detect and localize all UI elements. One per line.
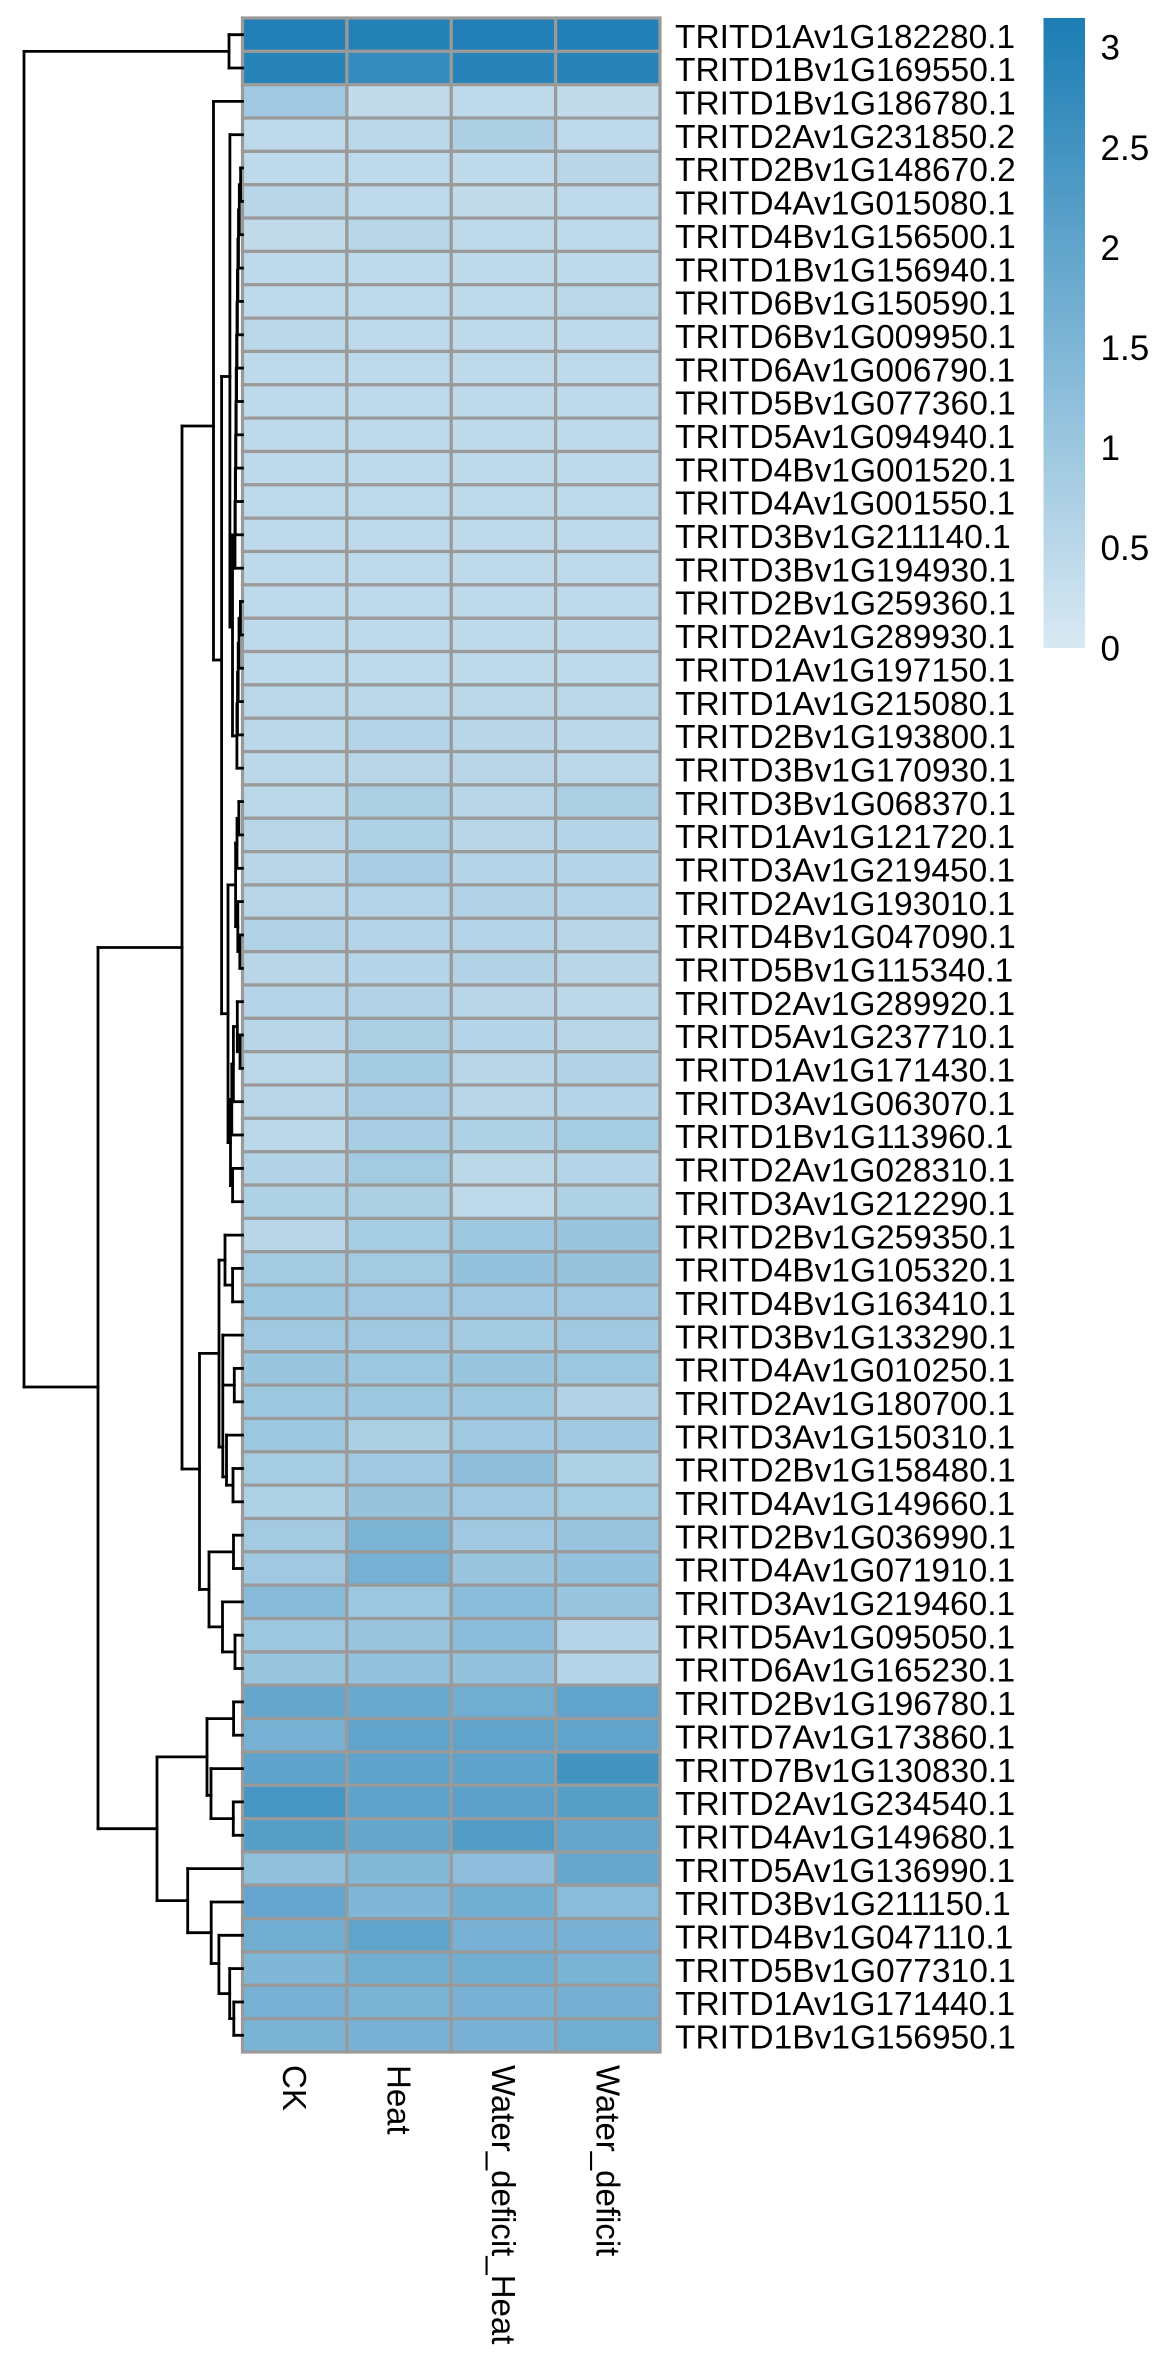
svg-text:TRITD4Bv1G105320.1: TRITD4Bv1G105320.1 (675, 1253, 1016, 1290)
svg-text:TRITD1Bv1G156950.1: TRITD1Bv1G156950.1 (675, 2020, 1016, 2057)
svg-text:TRITD5Bv1G077310.1: TRITD5Bv1G077310.1 (675, 1953, 1016, 1990)
svg-text:TRITD5Bv1G077360.1: TRITD5Bv1G077360.1 (675, 386, 1016, 423)
svg-text:TRITD2Av1G180700.1: TRITD2Av1G180700.1 (675, 1386, 1015, 1423)
svg-text:TRITD2Bv1G158480.1: TRITD2Bv1G158480.1 (675, 1453, 1016, 1490)
svg-text:2: 2 (1101, 229, 1120, 268)
svg-text:TRITD1Av1G121720.1: TRITD1Av1G121720.1 (675, 819, 1015, 856)
svg-text:TRITD2Av1G231850.2: TRITD2Av1G231850.2 (675, 119, 1015, 156)
svg-text:TRITD6Av1G006790.1: TRITD6Av1G006790.1 (675, 352, 1015, 389)
svg-text:TRITD3Bv1G211140.1: TRITD3Bv1G211140.1 (675, 519, 1011, 556)
svg-text:TRITD3Av1G063070.1: TRITD3Av1G063070.1 (675, 1086, 1015, 1123)
svg-text:TRITD1Bv1G169550.1: TRITD1Bv1G169550.1 (675, 52, 1016, 89)
svg-text:TRITD5Av1G095050.1: TRITD5Av1G095050.1 (675, 1619, 1015, 1656)
svg-text:TRITD2Bv1G259350.1: TRITD2Bv1G259350.1 (675, 1219, 1016, 1256)
svg-text:TRITD1Av1G215080.1: TRITD1Av1G215080.1 (675, 686, 1015, 723)
svg-text:TRITD7Av1G173860.1: TRITD7Av1G173860.1 (675, 1719, 1015, 1756)
svg-text:TRITD4Av1G071910.1: TRITD4Av1G071910.1 (675, 1553, 1015, 1590)
svg-text:2.5: 2.5 (1101, 129, 1150, 168)
svg-text:TRITD2Av1G289930.1: TRITD2Av1G289930.1 (675, 619, 1015, 656)
svg-text:TRITD4Av1G149660.1: TRITD4Av1G149660.1 (675, 1486, 1015, 1523)
svg-text:TRITD1Bv1G113960.1: TRITD1Bv1G113960.1 (675, 1119, 1013, 1156)
svg-text:TRITD3Av1G219450.1: TRITD3Av1G219450.1 (675, 853, 1015, 890)
svg-text:TRITD1Av1G197150.1: TRITD1Av1G197150.1 (675, 652, 1015, 689)
svg-text:TRITD4Av1G149680.1: TRITD4Av1G149680.1 (675, 1820, 1015, 1857)
svg-text:TRITD3Bv1G068370.1: TRITD3Bv1G068370.1 (675, 786, 1016, 823)
svg-text:TRITD5Av1G237710.1: TRITD5Av1G237710.1 (675, 1019, 1015, 1056)
svg-text:Water_deficit_Heat: Water_deficit_Heat (485, 2065, 522, 2344)
svg-text:0.5: 0.5 (1101, 529, 1150, 568)
svg-text:TRITD4Bv1G047110.1: TRITD4Bv1G047110.1 (675, 1920, 1013, 1957)
svg-text:TRITD4Av1G010250.1: TRITD4Av1G010250.1 (675, 1353, 1015, 1390)
svg-text:TRITD4Av1G015080.1: TRITD4Av1G015080.1 (675, 186, 1015, 223)
svg-text:0: 0 (1101, 629, 1120, 668)
svg-text:TRITD1Bv1G156940.1: TRITD1Bv1G156940.1 (675, 252, 1016, 289)
svg-text:TRITD3Av1G212290.1: TRITD3Av1G212290.1 (675, 1186, 1015, 1223)
svg-text:TRITD3Bv1G170930.1: TRITD3Bv1G170930.1 (675, 752, 1016, 789)
svg-text:TRITD7Bv1G130830.1: TRITD7Bv1G130830.1 (675, 1753, 1016, 1790)
svg-text:Water_deficit: Water_deficit (589, 2065, 626, 2256)
svg-text:TRITD4Bv1G163410.1: TRITD4Bv1G163410.1 (675, 1286, 1016, 1323)
svg-text:TRITD4Bv1G047090.1: TRITD4Bv1G047090.1 (675, 919, 1016, 956)
svg-text:TRITD5Bv1G115340.1: TRITD5Bv1G115340.1 (675, 953, 1013, 990)
svg-text:TRITD4Av1G001550.1: TRITD4Av1G001550.1 (675, 486, 1015, 523)
svg-text:TRITD4Bv1G001520.1: TRITD4Bv1G001520.1 (675, 452, 1016, 489)
svg-text:TRITD6Bv1G009950.1: TRITD6Bv1G009950.1 (675, 319, 1016, 356)
svg-text:TRITD6Bv1G150590.1: TRITD6Bv1G150590.1 (675, 286, 1016, 323)
svg-text:TRITD2Bv1G196780.1: TRITD2Bv1G196780.1 (675, 1686, 1016, 1723)
svg-text:TRITD3Bv1G133290.1: TRITD3Bv1G133290.1 (675, 1319, 1016, 1356)
svg-text:TRITD5Av1G136990.1: TRITD5Av1G136990.1 (675, 1853, 1015, 1890)
svg-text:TRITD6Av1G165230.1: TRITD6Av1G165230.1 (675, 1653, 1015, 1690)
svg-text:1.5: 1.5 (1101, 329, 1150, 368)
svg-text:TRITD3Av1G150310.1: TRITD3Av1G150310.1 (675, 1419, 1015, 1456)
svg-text:3: 3 (1101, 29, 1120, 68)
svg-text:TRITD2Bv1G036990.1: TRITD2Bv1G036990.1 (675, 1519, 1016, 1556)
svg-text:CK: CK (276, 2065, 313, 2111)
svg-text:TRITD1Av1G171430.1: TRITD1Av1G171430.1 (675, 1053, 1015, 1090)
svg-text:TRITD2Av1G193010.1: TRITD2Av1G193010.1 (675, 886, 1015, 923)
svg-text:TRITD5Av1G094940.1: TRITD5Av1G094940.1 (675, 419, 1015, 456)
svg-text:TRITD2Bv1G259360.1: TRITD2Bv1G259360.1 (675, 586, 1016, 623)
svg-text:TRITD2Av1G028310.1: TRITD2Av1G028310.1 (675, 1153, 1015, 1190)
svg-text:TRITD2Av1G234540.1: TRITD2Av1G234540.1 (675, 1786, 1015, 1823)
svg-text:TRITD3Bv1G194930.1: TRITD3Bv1G194930.1 (675, 552, 1016, 589)
svg-text:TRITD3Bv1G211150.1: TRITD3Bv1G211150.1 (675, 1886, 1011, 1923)
svg-text:TRITD2Bv1G148670.2: TRITD2Bv1G148670.2 (675, 152, 1016, 189)
svg-text:TRITD2Bv1G193800.1: TRITD2Bv1G193800.1 (675, 719, 1016, 756)
svg-text:TRITD4Bv1G156500.1: TRITD4Bv1G156500.1 (675, 219, 1016, 256)
svg-text:1: 1 (1101, 429, 1120, 468)
svg-text:TRITD2Av1G289920.1: TRITD2Av1G289920.1 (675, 986, 1015, 1023)
svg-text:TRITD1Av1G171440.1: TRITD1Av1G171440.1 (675, 1986, 1015, 2023)
svg-text:TRITD1Bv1G186780.1: TRITD1Bv1G186780.1 (675, 86, 1016, 123)
svg-text:Heat: Heat (381, 2065, 418, 2135)
svg-text:TRITD3Av1G219460.1: TRITD3Av1G219460.1 (675, 1586, 1015, 1623)
svg-text:TRITD1Av1G182280.1: TRITD1Av1G182280.1 (675, 19, 1015, 56)
